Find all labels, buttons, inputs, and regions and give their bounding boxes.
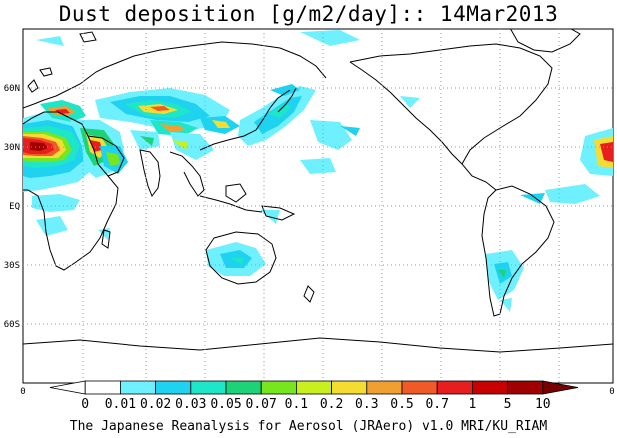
coast-australia [205, 231, 277, 285]
dust-atlantic-edge [580, 128, 613, 176]
lat-label-60n: 60N [4, 84, 20, 94]
colorbar-tick-label: 0 [81, 397, 89, 412]
colorbar-tick-label: 0.07 [246, 397, 277, 412]
map-title: Dust deposition [g/m2/day]:: 14Mar2013 [58, 2, 559, 26]
lat-label-30s: 30S [4, 261, 20, 271]
colorbar-box [471, 380, 508, 395]
coast-new-guinea [261, 205, 296, 221]
coast-japan [277, 87, 297, 113]
colorbar-box [331, 380, 368, 395]
coast-south-america [481, 185, 555, 317]
gridline-layer [23, 29, 613, 383]
colorbar-box [225, 380, 262, 395]
coast-africa [23, 111, 119, 271]
colorbar-box [436, 380, 473, 395]
colorbar-tick-label: 0.3 [355, 397, 378, 412]
coast-europe [23, 55, 135, 109]
colorbar-box [507, 380, 544, 395]
colorbar-tick-label: 0.02 [140, 397, 171, 412]
dust-central-asia [95, 88, 240, 160]
colorbar-tick-label: 0.7 [425, 397, 448, 412]
corner-label-left: 0 [20, 387, 25, 397]
colorbar-tick-label: 0.03 [175, 397, 206, 412]
coast-borneo [225, 183, 247, 203]
colorbar-box [260, 380, 297, 395]
coast-madagascar [101, 229, 111, 249]
colorbar-box [155, 380, 192, 395]
corner-label-right: 0 [609, 387, 614, 397]
colorbar-tick-label: 0.01 [105, 397, 136, 412]
colorbar-tick-label: 0.05 [210, 397, 241, 412]
colorbar-tick-label: 0.1 [285, 397, 308, 412]
coast-china [199, 89, 291, 151]
coast-asia-north [133, 41, 327, 79]
colorbar-box [401, 380, 438, 395]
coast-svalbard [79, 31, 97, 43]
coast-uk [27, 79, 39, 93]
colorbar-arrow-right [542, 380, 579, 395]
colorbar-tick-label: 0.5 [390, 397, 413, 412]
coast-indonesia [199, 195, 263, 213]
coast-se-asia [169, 151, 205, 197]
map-frame [22, 28, 614, 384]
lat-label-eq: EQ [9, 202, 20, 212]
colorbar-box [190, 380, 227, 395]
coast-alaska [349, 61, 463, 165]
coast-arabia [87, 135, 125, 177]
dust-south-america [486, 250, 524, 312]
lat-label-60s: 60S [4, 320, 20, 330]
colorbar-tick-label: 0.2 [320, 397, 343, 412]
dust-arctic [36, 30, 420, 108]
colorbar-box [120, 380, 157, 395]
colorbar-box [84, 380, 121, 395]
dust-australia [206, 242, 266, 276]
dust-east-asia [238, 84, 360, 174]
colorbar-tick-label: 5 [504, 397, 512, 412]
credit-line: The Japanese Reanalysis for Aerosol (JRA… [69, 419, 548, 434]
coast-new-zealand [303, 285, 315, 303]
coast-iceland [39, 67, 53, 77]
coastline-layer [23, 29, 613, 353]
colorbar-tick-label: 1 [468, 397, 476, 412]
colorbar-box [366, 380, 403, 395]
coast-greenland [509, 29, 581, 53]
lat-label-30n: 30N [4, 143, 20, 153]
colorbar-box [295, 380, 332, 395]
coast-antarctica [23, 337, 613, 353]
colorbar-tick-label: 10 [535, 397, 551, 412]
coast-india [139, 149, 161, 198]
colorbar: 0 0.01 0.02 0.03 0.05 0.07 0.1 0.2 0.3 0.5 0.7 1 5 10 [49, 380, 579, 412]
